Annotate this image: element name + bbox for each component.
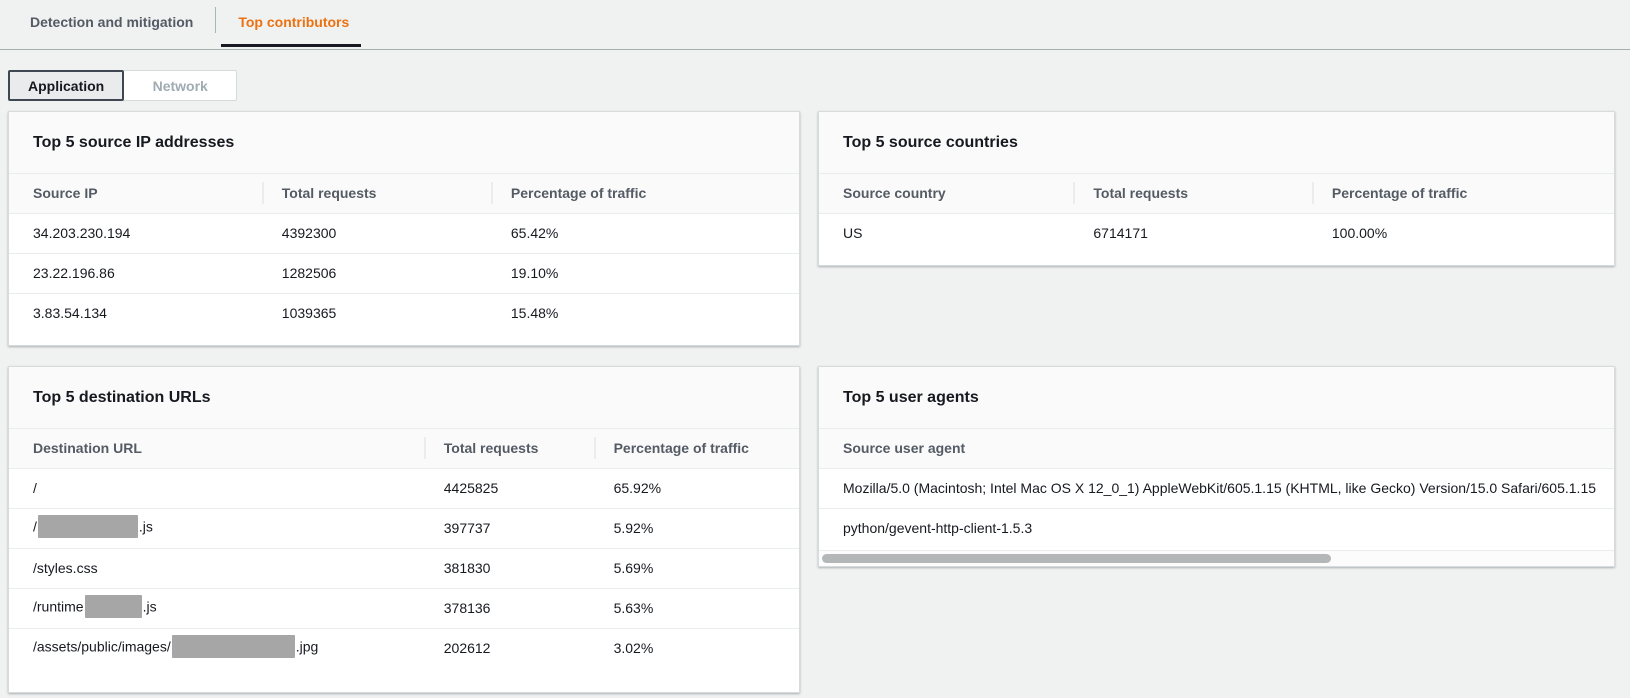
panel-top-source-countries: Top 5 source countries Source country Tot… [818, 111, 1615, 266]
table-cell: 1039365 [261, 292, 491, 333]
column-header-percentage-of-traffic: Percentage of traffic [490, 174, 799, 214]
panel-header: Top 5 user agents [819, 367, 1614, 429]
tab-divider [215, 6, 217, 33]
column-header-percentage-of-traffic: Percentage of traffic [1311, 174, 1614, 214]
column-header-source-user-agent: Source user agent [819, 429, 1614, 469]
table-cell: 5.92% [593, 507, 799, 548]
column-header-total-requests: Total requests [423, 429, 594, 469]
table-cell: 65.42% [510, 225, 559, 241]
table-header-row: Destination URL Total requests Percentage … [9, 429, 799, 469]
table-cell: / [33, 480, 37, 496]
tab-label: Top contributors [238, 13, 350, 30]
table-cell: 397737 [423, 507, 594, 548]
column-header-source-country: Source country [819, 174, 1074, 214]
panel-top-user-agents: Top 5 user agents Source user agent Mozil… [818, 366, 1615, 567]
panel-top-destination-urls: Top 5 destination URLs Destination URL To… [8, 366, 800, 693]
tab-top-contributors[interactable]: Top contributors [216, 0, 371, 49]
table-cell: 1282506 [261, 252, 491, 293]
table-header-row: Source IP Total requests Percentage of tra… [9, 174, 799, 214]
table-cell: 19.10% [490, 252, 799, 293]
redacted-text [171, 635, 295, 659]
table-cell: 378136 [423, 587, 594, 628]
url-segment: /assets/public/images/ [33, 638, 171, 655]
user-agents-table: Source user agent Mozilla/5.0 (Macintosh;… [819, 429, 1614, 548]
table-row: 3.83.54.134 1039365 15.48% [9, 292, 799, 333]
url-segment: .jpg [295, 638, 319, 655]
layer-view-toggle: Application Network [8, 70, 1630, 101]
table-cell: /styles.css [9, 547, 424, 588]
redacted-text [84, 595, 142, 618]
panel-title: Top 5 destination URLs [33, 388, 211, 406]
table-row: /runtime .js 378136 5.63% [9, 587, 799, 628]
table-cell: 5.63% [593, 587, 799, 628]
redacted-text [37, 515, 138, 538]
table-row: /assets/public/images/ .jpg 202612 3.02% [9, 627, 799, 668]
table-cell: 3.83.54.134 [9, 292, 262, 333]
table-cell: 65.92% [613, 480, 662, 496]
horizontal-scrollbar-thumb[interactable] [822, 554, 1331, 563]
panel-header: Top 5 destination URLs [9, 367, 799, 429]
panel-top-source-ips: Top 5 source IP addresses Source IP Total… [8, 111, 800, 346]
panel-title: Top 5 source countries [843, 133, 1018, 151]
content-area: Application Network Top 5 source IP addr… [0, 50, 1630, 693]
toggle-network[interactable]: Network [124, 70, 238, 101]
table-cell: 4425825 [443, 480, 499, 496]
toggle-application[interactable]: Application [8, 70, 125, 101]
table-row: US 6714171 100.00% [819, 213, 1614, 253]
table-cell: /runtime .js [9, 587, 424, 628]
table-cell: /assets/public/images/ .jpg [9, 627, 424, 668]
url-segment: .js [138, 518, 153, 535]
table-row: python/gevent-http-client-1.5.3 [819, 507, 1614, 548]
table-cell: Mozilla/5.0 (Macintosh; Intel Mac OS X 1… [843, 480, 1597, 496]
table-cell: US [843, 225, 863, 242]
table-cell: 381830 [423, 547, 594, 588]
horizontal-scrollbar-track[interactable] [819, 550, 1614, 566]
destination-urls-table: Destination URL Total requests Percentage … [9, 429, 799, 668]
table-row: / .js 397737 5.92% [9, 507, 799, 548]
url-segment: /runtime [33, 598, 84, 615]
table-cell: 4392300 [281, 225, 337, 241]
column-header-destination-url: Destination URL [9, 429, 424, 469]
table-row: 23.22.196.86 1282506 19.10% [9, 252, 799, 293]
table-cell: 3.02% [593, 627, 799, 668]
column-header-percentage-of-traffic: Percentage of traffic [593, 429, 799, 469]
table-cell: 15.48% [490, 292, 799, 333]
source-ips-table: Source IP Total requests Percentage of tra… [9, 174, 799, 333]
table-cell: python/gevent-http-client-1.5.3 [819, 507, 1614, 548]
table-row: Mozilla/5.0 (Macintosh; Intel Mac OS X 1… [819, 468, 1614, 508]
column-header-source-ip: Source IP [9, 174, 262, 214]
panel-header: Top 5 source countries [819, 112, 1614, 174]
url-segment: / [33, 518, 37, 535]
table-header-row: Source country Total requests Percentage o… [819, 174, 1614, 214]
source-countries-table: Source country Total requests Percentage o… [819, 174, 1614, 253]
column-header-total-requests: Total requests [261, 174, 491, 214]
panel-header: Top 5 source IP addresses [9, 112, 799, 174]
table-header-row: Source user agent [819, 429, 1614, 469]
panel-title: Top 5 user agents [843, 388, 979, 406]
table-cell: 100.00% [1331, 225, 1388, 242]
table-cell: 23.22.196.86 [9, 252, 262, 293]
tab-detection-and-mitigation[interactable]: Detection and mitigation [8, 0, 215, 49]
table-row: / 4425825 65.92% [9, 468, 799, 508]
table-cell: 34.203.230.194 [33, 225, 131, 241]
column-header-total-requests: Total requests [1073, 174, 1312, 214]
table-cell: 6714171 [1093, 225, 1148, 242]
table-row: /styles.css 381830 5.69% [9, 547, 799, 588]
tab-bar: Detection and mitigation Top contributor… [0, 0, 1630, 50]
table-cell: 5.69% [593, 547, 799, 588]
table-cell: 202612 [423, 627, 594, 668]
url-segment: .js [142, 598, 157, 615]
tab-label: Detection and mitigation [30, 13, 194, 30]
panel-title: Top 5 source IP addresses [33, 133, 235, 151]
table-cell: / .js [9, 507, 424, 548]
panels-grid: Top 5 source IP addresses Source IP Total… [8, 111, 1630, 693]
table-row: 34.203.230.194 4392300 65.42% [9, 213, 799, 253]
